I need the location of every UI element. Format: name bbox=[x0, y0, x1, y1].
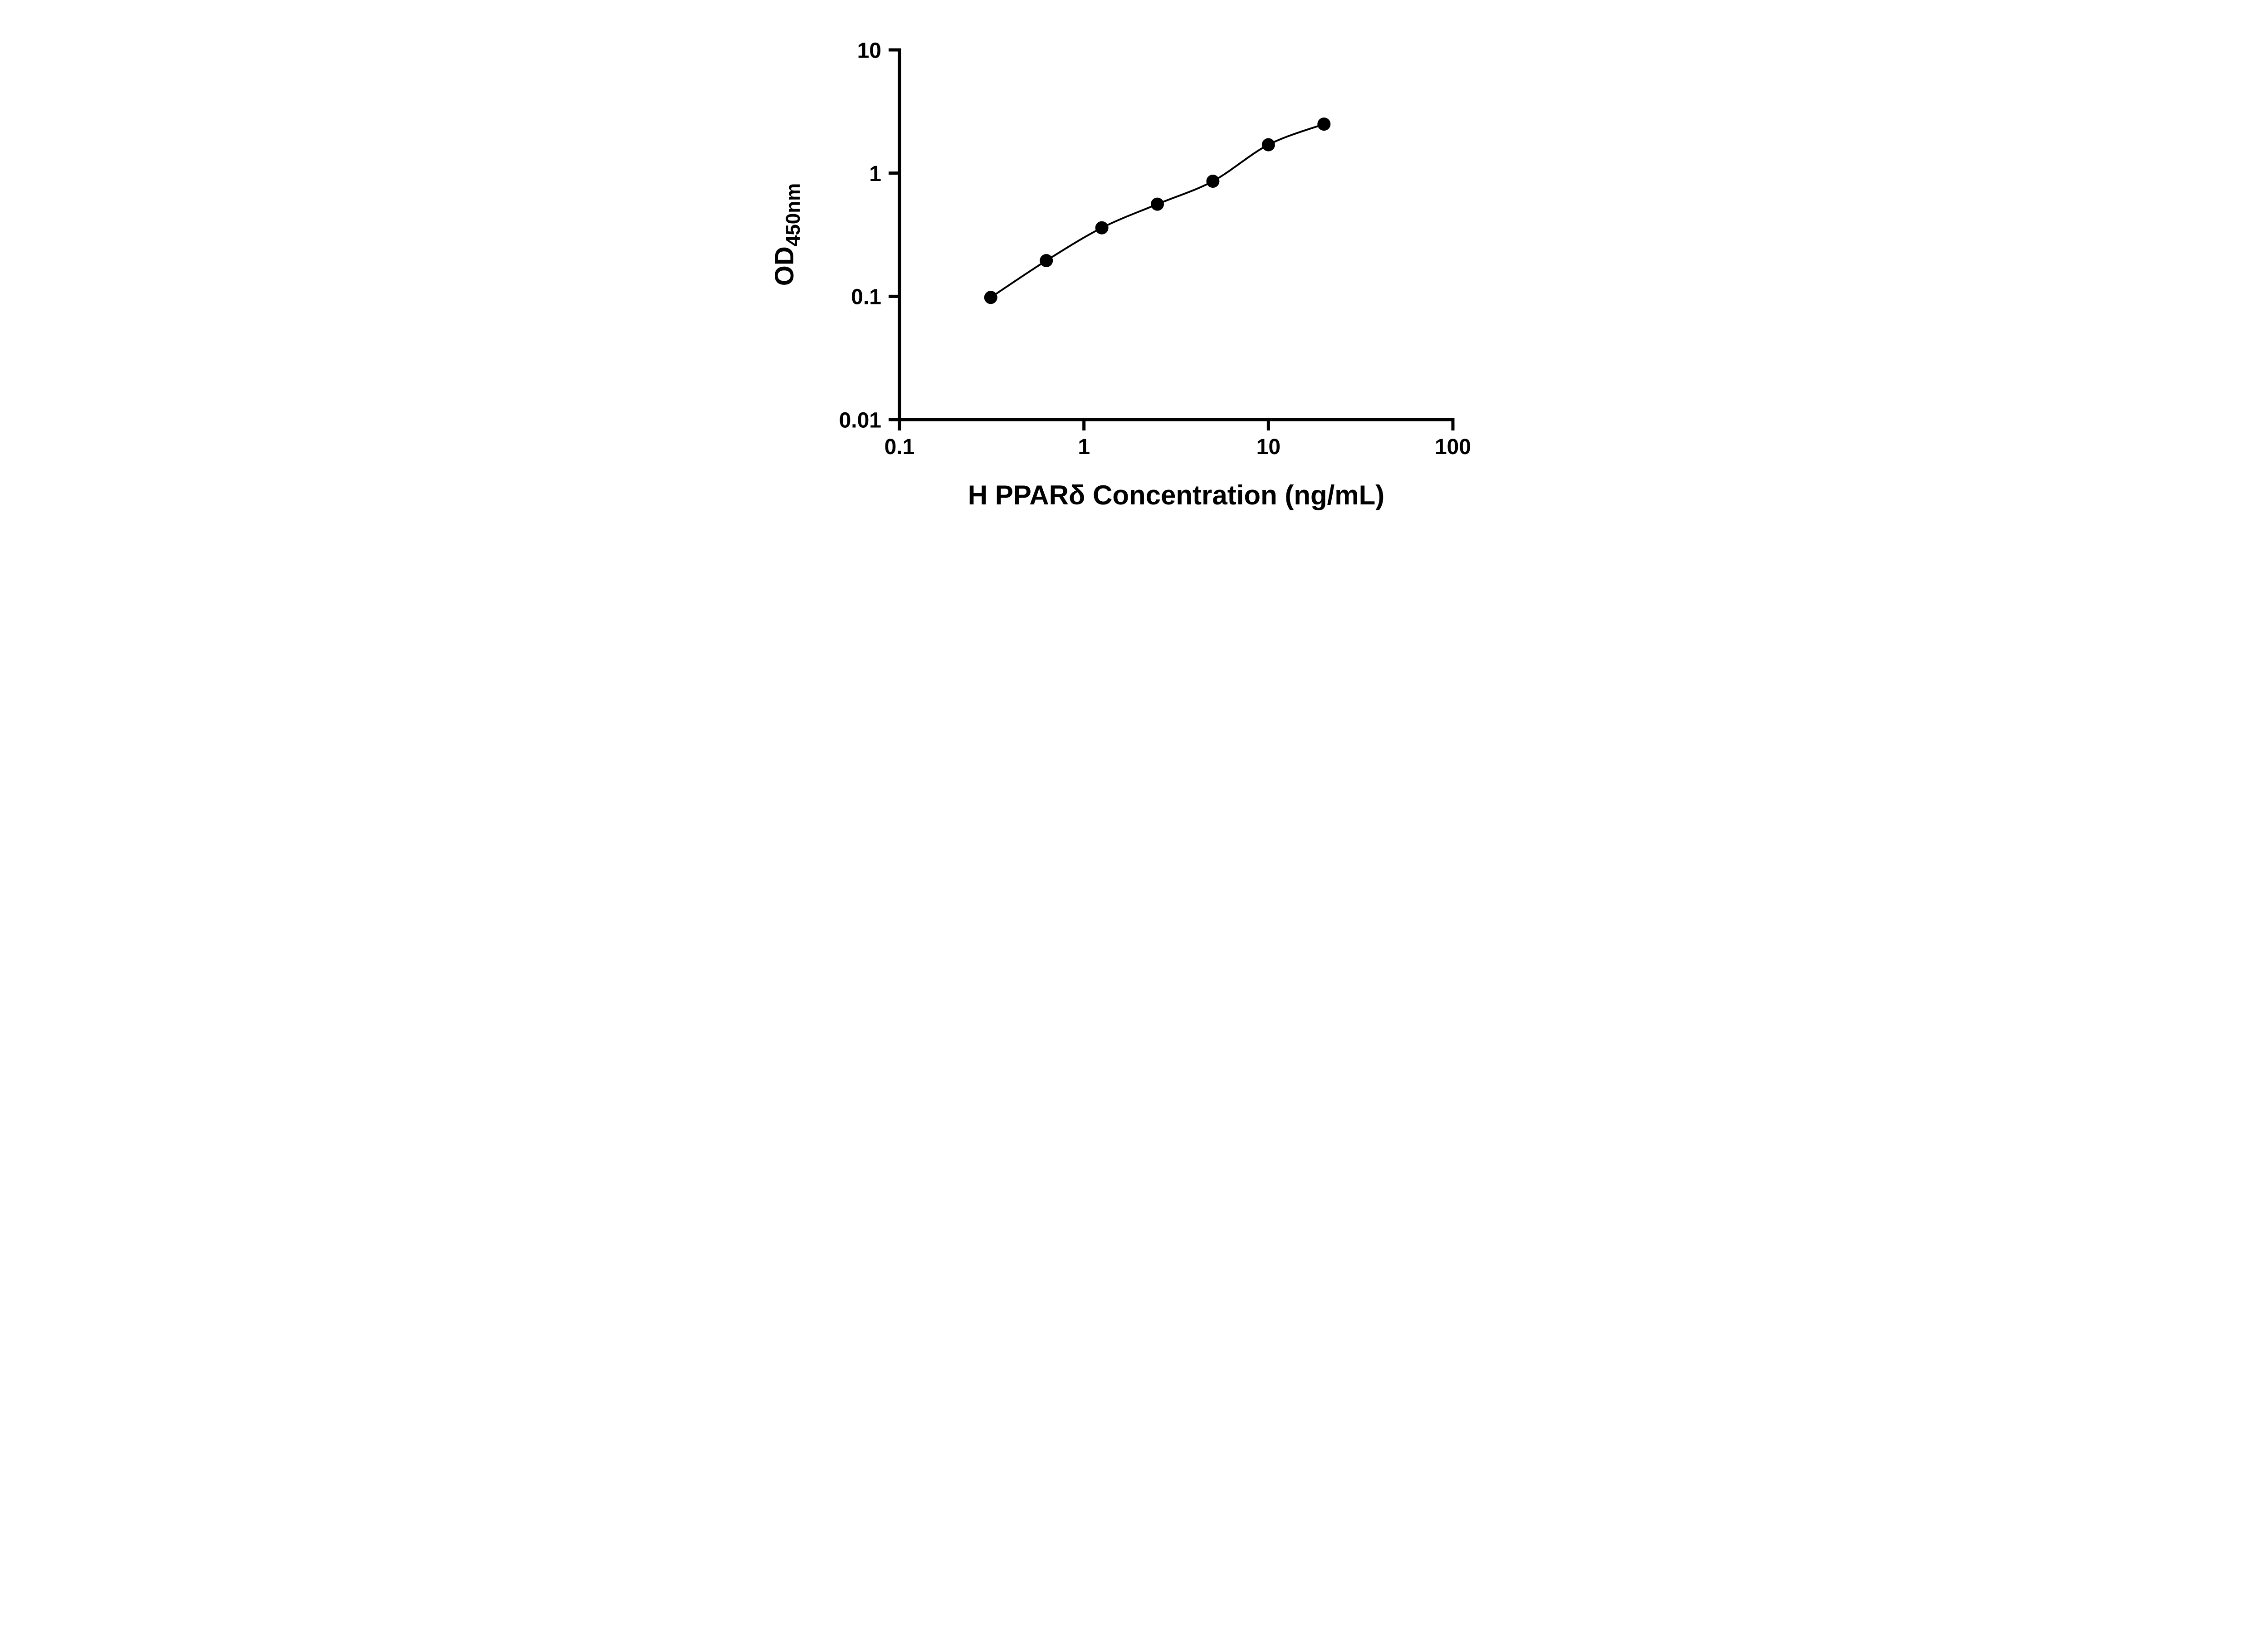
y-tick-label: 0.1 bbox=[851, 285, 881, 309]
data-point bbox=[1317, 117, 1331, 131]
data-point bbox=[984, 291, 997, 304]
data-point bbox=[1261, 138, 1275, 152]
y-tick-label: 1 bbox=[869, 162, 881, 186]
x-axis-label: H PPARδ Concentration (ng/mL) bbox=[968, 480, 1385, 510]
y-axis-label-main: OD bbox=[770, 246, 799, 286]
x-tick-label: 1 bbox=[1078, 435, 1090, 459]
x-tick-label: 0.1 bbox=[885, 435, 915, 459]
y-tick-label: 0.01 bbox=[839, 408, 881, 432]
y-tick-label: 10 bbox=[857, 39, 881, 63]
data-point bbox=[1095, 221, 1109, 235]
y-axis-label-subscript: 450nm bbox=[782, 183, 804, 246]
standard-curve-chart: 0.1 1 10 100 0.01 0.1 1 10 H PPARδ Concentratio… bbox=[745, 0, 1523, 544]
y-axis-label: OD450nm bbox=[770, 183, 804, 286]
data-point bbox=[1040, 254, 1053, 267]
x-tick-label: 10 bbox=[1256, 435, 1281, 459]
x-tick-label: 100 bbox=[1435, 435, 1471, 459]
fit-curve bbox=[990, 123, 1325, 298]
data-point bbox=[1206, 175, 1220, 188]
data-point bbox=[1151, 197, 1164, 211]
